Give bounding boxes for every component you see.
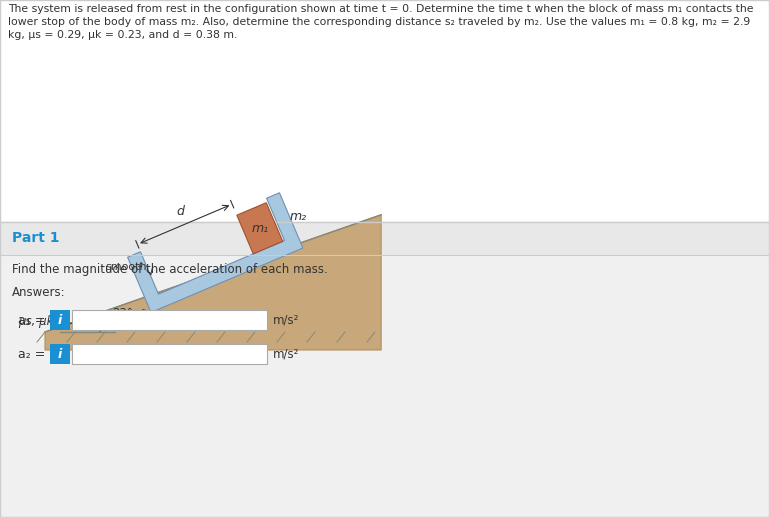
Text: m/s²: m/s² — [273, 313, 299, 327]
Bar — [72, 310, 267, 330]
Text: m₁: m₁ — [251, 222, 268, 235]
Text: smooth: smooth — [105, 262, 147, 272]
Text: μs, μk: μs, μk — [18, 315, 53, 328]
Text: Part 1: Part 1 — [12, 232, 59, 246]
Text: Answers:: Answers: — [12, 286, 65, 299]
Text: a₁ =: a₁ = — [18, 313, 45, 327]
Text: m₂: m₂ — [289, 210, 307, 223]
FancyBboxPatch shape — [50, 344, 70, 364]
Text: i: i — [58, 313, 62, 327]
Text: kg, μs = 0.29, μk = 0.23, and d = 0.38 m.: kg, μs = 0.29, μk = 0.23, and d = 0.38 m… — [8, 30, 238, 40]
Text: The system is released from rest in the configuration shown at time t = 0. Deter: The system is released from rest in the … — [8, 4, 754, 14]
Bar — [0, 222, 769, 255]
Polygon shape — [237, 203, 283, 254]
Text: lower stop of the body of mass m₂. Also, determine the corresponding distance s₂: lower stop of the body of mass m₂. Also,… — [8, 17, 751, 27]
Bar — [0, 0, 769, 222]
Text: m/s²: m/s² — [273, 347, 299, 360]
Text: i: i — [58, 347, 62, 360]
Bar — [72, 344, 267, 364]
Polygon shape — [128, 193, 303, 312]
Text: 23°: 23° — [112, 307, 133, 320]
Text: a₂ =: a₂ = — [18, 347, 45, 360]
Text: d: d — [177, 205, 185, 218]
FancyBboxPatch shape — [50, 310, 70, 330]
Text: Find the magnitude of the acceleration of each mass.: Find the magnitude of the acceleration o… — [12, 263, 328, 276]
Polygon shape — [45, 215, 381, 350]
Bar — [0, 255, 769, 517]
